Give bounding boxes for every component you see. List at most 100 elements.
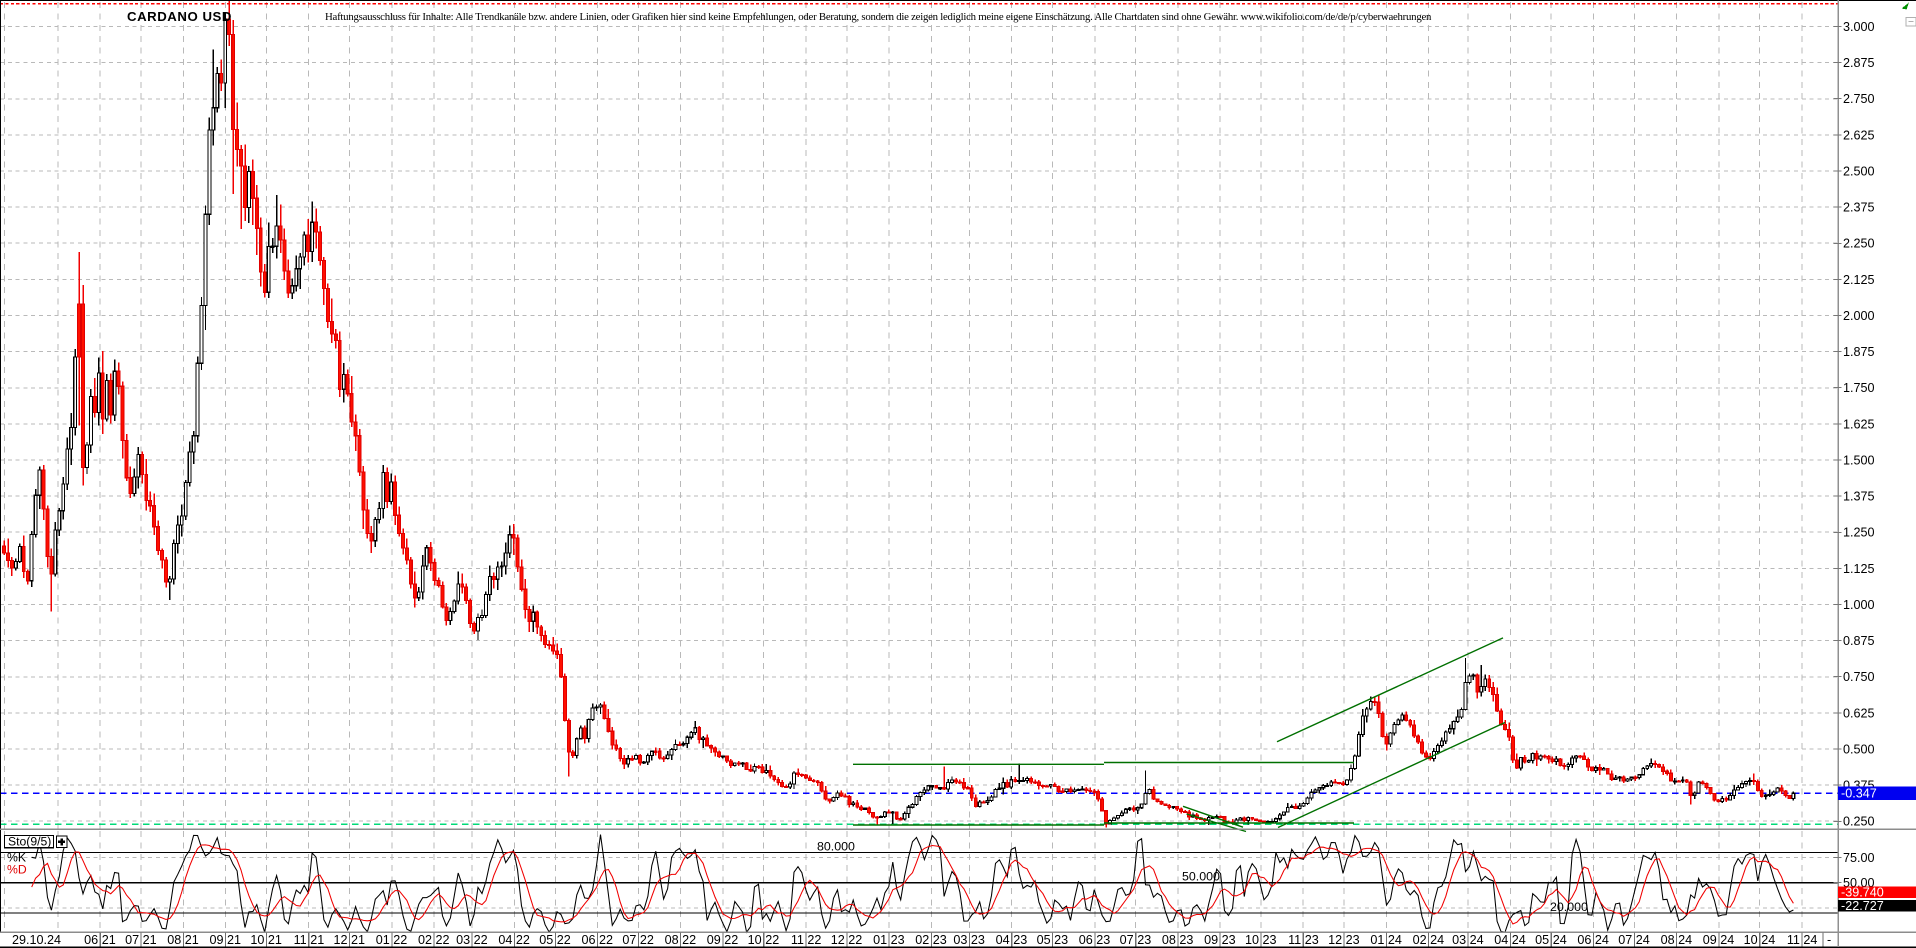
svg-text:0.875: 0.875 <box>1843 634 1875 648</box>
svg-text:09: 09 <box>209 933 223 947</box>
svg-text:22: 22 <box>516 933 530 947</box>
svg-text:02: 02 <box>1413 933 1427 947</box>
svg-text:1.500: 1.500 <box>1843 453 1875 467</box>
svg-text:%D: %D <box>7 863 27 877</box>
svg-text:04: 04 <box>1494 933 1508 947</box>
svg-text:21: 21 <box>143 933 157 947</box>
svg-text:21: 21 <box>185 933 199 947</box>
svg-text:01: 01 <box>376 933 390 947</box>
svg-text:10: 10 <box>250 933 264 947</box>
svg-text:22: 22 <box>807 933 821 947</box>
svg-text:1.875: 1.875 <box>1843 345 1875 359</box>
svg-text:08: 08 <box>1661 933 1675 947</box>
svg-text:22: 22 <box>765 933 779 947</box>
svg-text:04: 04 <box>996 933 1010 947</box>
svg-text:05: 05 <box>1037 933 1051 947</box>
svg-text:07: 07 <box>1120 933 1134 947</box>
svg-text:08: 08 <box>167 933 181 947</box>
svg-text:07: 07 <box>622 933 636 947</box>
svg-text:24: 24 <box>1678 933 1692 947</box>
svg-text:02: 02 <box>915 933 929 947</box>
svg-text:1.375: 1.375 <box>1843 490 1875 504</box>
svg-text:24: 24 <box>1388 933 1402 947</box>
svg-text:50.000: 50.000 <box>1182 870 1220 884</box>
svg-text:21: 21 <box>351 933 365 947</box>
svg-text:23: 23 <box>1179 933 1193 947</box>
svg-text:23: 23 <box>1222 933 1236 947</box>
svg-text:09: 09 <box>1204 933 1218 947</box>
svg-text:23: 23 <box>1305 933 1319 947</box>
svg-text:01: 01 <box>1370 933 1384 947</box>
svg-text:0.250: 0.250 <box>1843 815 1875 829</box>
svg-text:03: 03 <box>1452 933 1466 947</box>
svg-text:05: 05 <box>1535 933 1549 947</box>
svg-text:24: 24 <box>1430 933 1444 947</box>
svg-text:07: 07 <box>1618 933 1632 947</box>
svg-text:24: 24 <box>1803 933 1817 947</box>
svg-text:21: 21 <box>102 933 116 947</box>
svg-text:2.500: 2.500 <box>1843 164 1875 178</box>
svg-text:05: 05 <box>539 933 553 947</box>
svg-text:24: 24 <box>1553 933 1567 947</box>
svg-text:80.000: 80.000 <box>817 839 855 853</box>
svg-text:12: 12 <box>1328 933 1342 947</box>
svg-text:09: 09 <box>707 933 721 947</box>
svg-text:1.125: 1.125 <box>1843 562 1875 576</box>
svg-text:2.750: 2.750 <box>1843 92 1875 106</box>
svg-text:22: 22 <box>682 933 696 947</box>
svg-text:24: 24 <box>1512 933 1526 947</box>
svg-text:24: 24 <box>1595 933 1609 947</box>
svg-text:1.625: 1.625 <box>1843 417 1875 431</box>
svg-text:CARDANO USD: CARDANO USD <box>127 9 232 24</box>
svg-text:%K: %K <box>7 851 26 865</box>
svg-text:29.10.24: 29.10.24 <box>12 933 61 947</box>
svg-text:24: 24 <box>1636 933 1650 947</box>
svg-text:23: 23 <box>1013 933 1027 947</box>
svg-text:2.250: 2.250 <box>1843 237 1875 251</box>
svg-text:2.125: 2.125 <box>1843 273 1875 287</box>
svg-text:24: 24 <box>1720 933 1734 947</box>
svg-text:11: 11 <box>1288 933 1301 947</box>
svg-text:2.625: 2.625 <box>1843 128 1875 142</box>
svg-text:2.375: 2.375 <box>1843 201 1875 215</box>
svg-text:23: 23 <box>1263 933 1277 947</box>
svg-text:06: 06 <box>581 933 595 947</box>
svg-text:3.000: 3.000 <box>1843 20 1875 34</box>
svg-text:-22.727: -22.727 <box>1841 899 1884 913</box>
svg-text:23: 23 <box>891 933 905 947</box>
svg-text:75.00: 75.00 <box>1843 851 1875 865</box>
svg-text:22: 22 <box>640 933 654 947</box>
svg-text:12: 12 <box>831 933 845 947</box>
svg-text:-39.740: -39.740 <box>1841 885 1884 899</box>
svg-text:11: 11 <box>1787 933 1800 947</box>
svg-text:04: 04 <box>498 933 512 947</box>
svg-text:2.875: 2.875 <box>1843 56 1875 70</box>
svg-text:11: 11 <box>294 933 307 947</box>
svg-text:Haftungsausschluss für Inhalte: Haftungsausschluss für Inhalte: Alle Tre… <box>325 11 1432 23</box>
svg-text:0.750: 0.750 <box>1843 670 1875 684</box>
svg-text:23: 23 <box>1346 933 1360 947</box>
svg-text:24: 24 <box>1761 933 1775 947</box>
svg-text:21: 21 <box>268 933 282 947</box>
svg-text:22: 22 <box>599 933 613 947</box>
svg-text:06: 06 <box>1577 933 1591 947</box>
svg-text:10: 10 <box>1245 933 1259 947</box>
svg-text:2.000: 2.000 <box>1843 309 1875 323</box>
svg-text:23: 23 <box>1096 933 1110 947</box>
svg-text:22: 22 <box>393 933 407 947</box>
svg-text:10: 10 <box>1744 933 1758 947</box>
svg-text:0.625: 0.625 <box>1843 706 1875 720</box>
svg-text:08: 08 <box>665 933 679 947</box>
svg-text:23: 23 <box>933 933 947 947</box>
svg-text:03: 03 <box>456 933 470 947</box>
svg-text:24: 24 <box>1470 933 1484 947</box>
svg-text:03: 03 <box>953 933 967 947</box>
svg-text:23: 23 <box>1054 933 1068 947</box>
svg-text:02: 02 <box>418 933 432 947</box>
svg-text:22: 22 <box>557 933 571 947</box>
svg-text:12: 12 <box>333 933 347 947</box>
svg-text:22: 22 <box>474 933 488 947</box>
svg-text:23: 23 <box>1137 933 1151 947</box>
svg-text:22: 22 <box>848 933 862 947</box>
svg-text:06: 06 <box>84 933 98 947</box>
